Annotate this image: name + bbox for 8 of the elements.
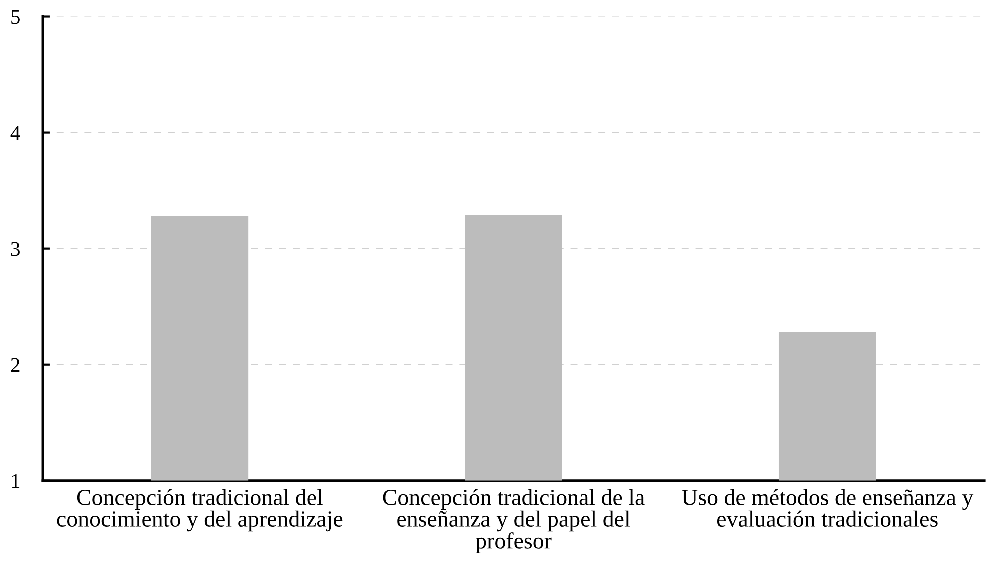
x-tick-label: Concepción tradicional de la enseñanza y del papel del profesor [383,489,645,554]
y-tick-label: 5 [12,10,20,24]
x-tick-label: Uso de métodos de enseñanza y evaluación tradicionales [682,489,974,528]
y-tick-label: 4 [10,126,20,140]
y-tick-label: 1 [12,474,20,488]
x-tick-label: Concepción tradicional del conocimiento y del aprendizaje [57,489,343,532]
y-tick-label: 2 [11,358,20,372]
y-tick-label: 3 [11,242,20,256]
